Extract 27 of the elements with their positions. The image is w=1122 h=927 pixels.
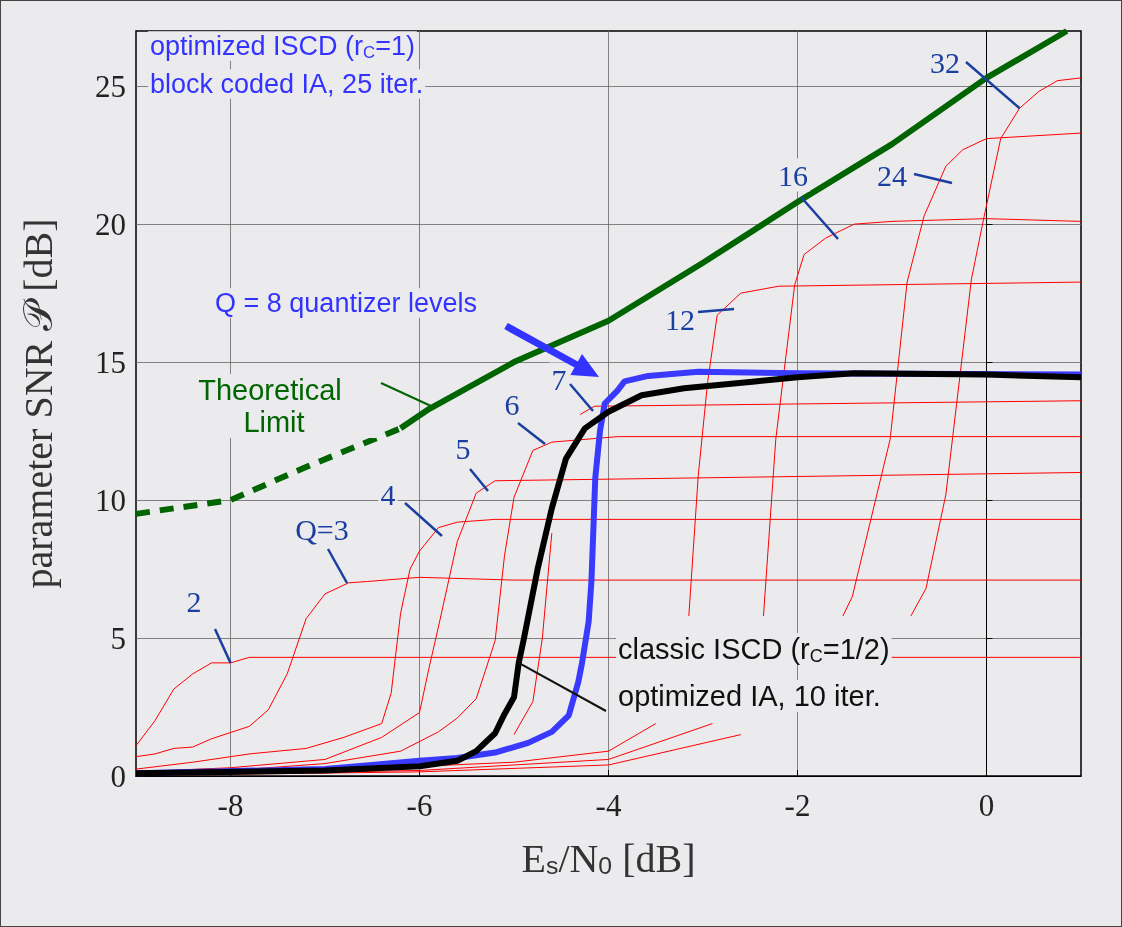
x-tick-label: -8 (217, 788, 244, 823)
annotation: Theoretical Limit (198, 374, 350, 438)
annotation: 2 (186, 584, 202, 618)
annotation: Q=3 (295, 512, 349, 546)
y-tick-label: 15 (95, 344, 126, 380)
y-tick-label: 10 (95, 482, 126, 518)
annotation: 6 (504, 387, 520, 421)
y-tick-label: 25 (95, 68, 126, 104)
x-tick-label: -6 (406, 788, 433, 823)
annotation: 24 (877, 158, 907, 192)
x-tick-label: -2 (784, 788, 811, 823)
annotation: block coded IA, 25 iter. (150, 69, 424, 99)
annotation: 5 (455, 431, 471, 465)
annotation: 4 (380, 477, 396, 511)
annotation: Q = 8 quantizer levels (215, 288, 477, 318)
y-tick-label: 0 (110, 758, 126, 794)
annotation: 7 (551, 362, 567, 396)
annotation: optimized IA, 10 iter. (618, 680, 881, 712)
annotation: 16 (778, 158, 808, 192)
y-tick-label: 5 (110, 620, 126, 656)
y-axis-title: parameter SNR 𝒫 [dB] (15, 218, 61, 589)
y-tick-label: 20 (95, 206, 126, 242)
x-tick-label: -4 (595, 788, 622, 823)
annotation: 12 (665, 302, 695, 336)
x-tick-label: 0 (978, 788, 995, 823)
annotation: 32 (930, 45, 960, 79)
x-axis-title: Es/N0 [dB] (521, 835, 696, 881)
